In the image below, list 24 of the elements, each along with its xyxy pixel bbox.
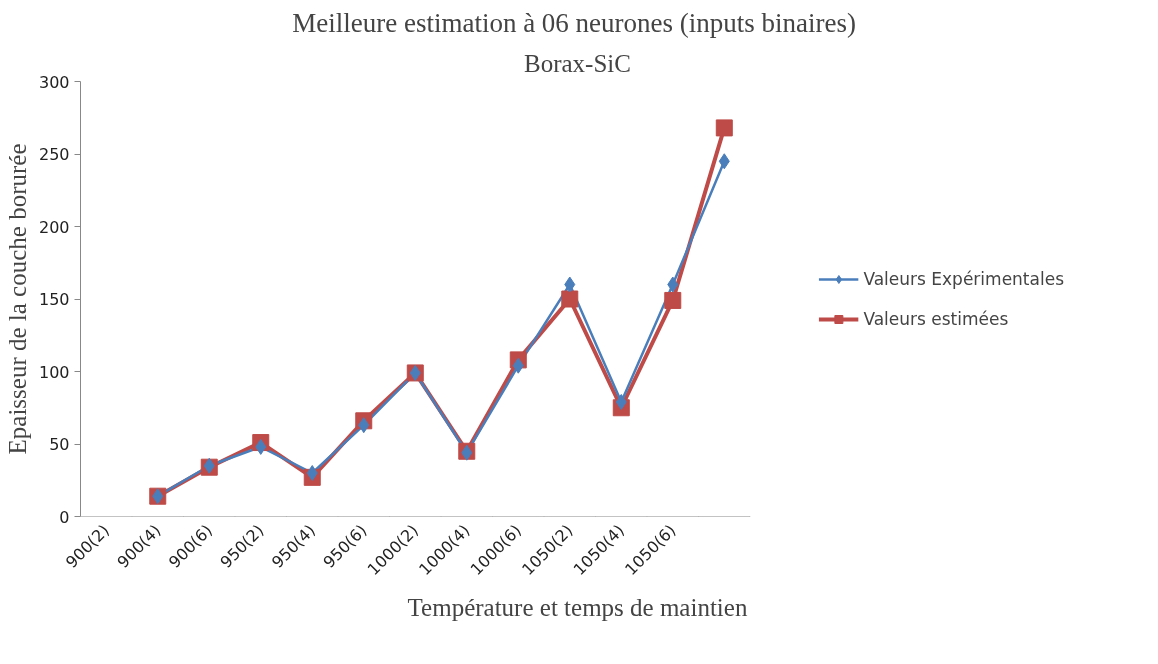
point (715, 119, 733, 137)
y-tick-label: 200 (38, 217, 70, 237)
point (255, 438, 267, 455)
y-tick-label: 150 (38, 290, 70, 309)
legend-label: Valeurs estimées (863, 308, 1009, 329)
x-axis-title: Température et temps de maintien (407, 593, 748, 621)
point (306, 465, 318, 481)
point (718, 153, 730, 170)
y-axis-title: Epaisseur de la couche borurée (3, 143, 31, 455)
point (615, 393, 627, 410)
y-tick-label: 0 (59, 507, 70, 527)
y-tick-label: 50 (49, 435, 70, 454)
point (564, 276, 576, 293)
y-tick-label: 100 (38, 362, 70, 382)
legend-label: Valeurs Expérimentales (863, 268, 1064, 289)
point (561, 290, 579, 308)
point (358, 417, 370, 434)
chart-title: Meilleure estimation à 06 neurones (inputs binaires) (292, 7, 857, 38)
point (667, 276, 679, 293)
point (512, 357, 524, 374)
y-tick-label: 300 (38, 72, 70, 92)
y-tick-label: 250 (38, 145, 70, 164)
chart-subtitle: Borax-SiC (524, 49, 631, 77)
point (664, 291, 682, 309)
